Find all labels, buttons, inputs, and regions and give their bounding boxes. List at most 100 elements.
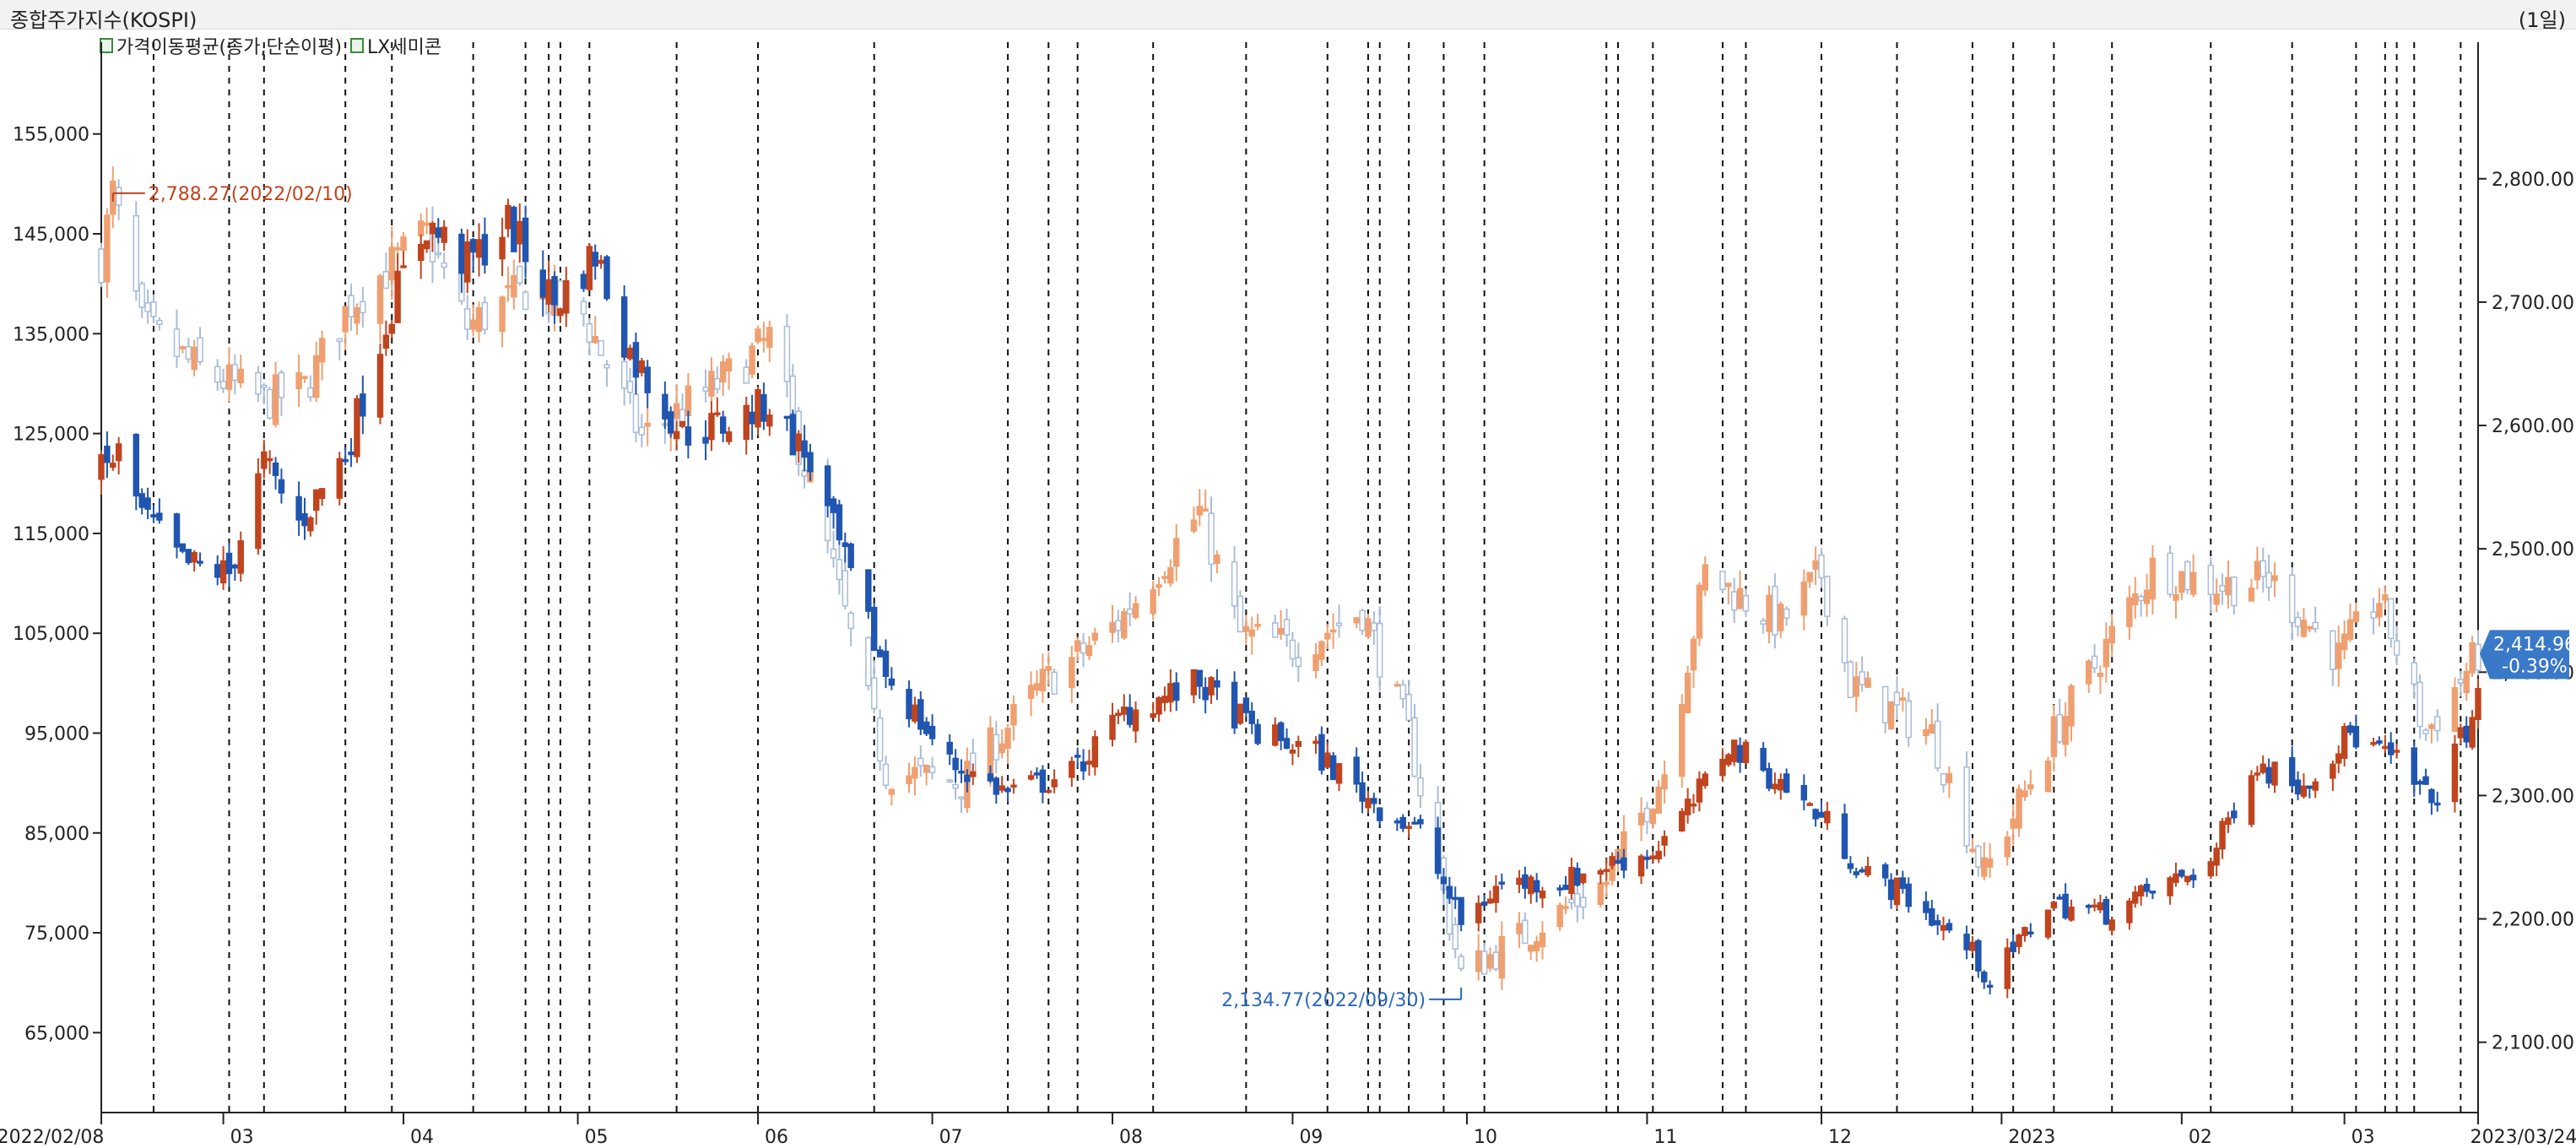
lx-candle [475,239,483,258]
kospi-candle [1115,620,1122,631]
lx-candle [1853,871,1860,875]
kospi-candle [1649,809,1657,825]
chart-title: 종합주가지수(KOSPI) [10,8,198,32]
kospi-candle [836,559,843,581]
lx-candle [2469,717,2476,748]
kospi-candle [1661,774,1668,790]
kospi-candle [1929,723,1935,734]
lx-candle [795,433,802,452]
lx-candle [1615,859,1621,864]
lx-candle [1283,738,1291,750]
period-label[interactable]: (1일) [2518,8,2566,32]
lx-candle [2143,883,2151,892]
left-tick-label: 95,000 [24,723,89,745]
kospi-candle [2335,642,2342,669]
lx-candle [1893,877,1901,906]
lx-candle [2126,900,2133,923]
lx-candle [360,393,366,417]
kospi-candle [1155,584,1162,588]
lx-candle [1126,707,1134,725]
kospi-candle [156,319,163,326]
kospi-candle [1312,653,1319,672]
lx-candle [1702,773,1709,787]
kospi-candle [1684,672,1691,713]
lx-candle [1039,769,1047,793]
kospi-candle [394,246,401,251]
lx-candle [2259,763,2266,773]
kospi-candle [173,328,181,357]
kospi-candle [435,252,442,256]
left-tick-label: 105,000 [13,624,89,645]
lx-candle [1359,782,1366,802]
right-tick-label: 2,600.00 [2492,416,2574,437]
kospi-candle [214,366,221,383]
kospi-candle [1085,645,1093,657]
lx-candle [1010,784,1017,788]
kospi-candle [115,187,122,206]
lx-candle [2382,745,2389,750]
lx-candle [946,741,953,755]
kospi-candle [2056,713,2063,743]
lx-candle [1539,891,1546,899]
kospi-candle [225,364,233,390]
lx-candle [1277,722,1285,741]
kospi-candle [1887,701,1895,730]
kospi-candle [1986,858,1994,868]
lx-candle [1289,750,1296,754]
lx-candle [1986,984,1994,988]
kospi-candle [1934,720,1941,769]
kospi-candle [1522,919,1529,945]
kospi-candle [219,381,227,389]
x-tick-label: 09 [1299,1127,1323,1145]
lx-candle [2016,934,2022,948]
kospi-candle [1528,945,1534,952]
lx-candle [1173,682,1180,701]
kospi-candle [2312,621,2319,630]
lx-candle [2021,927,2028,936]
lx-candle [2056,896,2063,900]
legend-checkbox-icon[interactable] [350,38,365,53]
lx-candle [1730,739,1738,762]
kospi-candle [1783,608,1790,619]
lx-candle [2010,941,2016,952]
x-tick-label: 11 [1653,1127,1677,1145]
x-tick-label: 10 [1474,1127,1497,1145]
lx-candle [2416,781,2423,785]
kospi-candle [1882,685,1889,724]
lx-candle [563,279,570,314]
lx-candle [620,296,628,358]
lx-candle [388,323,395,334]
kospi-candle [865,636,872,686]
legend-item-lx[interactable]: LX세미콘 [350,32,441,59]
lx-candle [2050,902,2058,909]
lx-candle [144,497,151,510]
lx-candle [2457,727,2465,739]
lx-candle [150,514,157,518]
kospi-candle [1202,508,1209,512]
kospi-candle [1730,591,1738,611]
lx-candle [1812,809,1819,820]
lx-candle [511,206,517,252]
right-tick-label: 2,300.00 [2492,786,2574,807]
kospi-candle [499,296,506,333]
lx-candle [586,246,593,290]
kospi-candle [354,306,360,324]
kospi-candle [2388,598,2395,640]
kospi-candle [469,319,477,330]
lx-candle [1155,696,1162,715]
lx-candle [714,412,721,415]
left-tick-label: 145,000 [13,225,89,246]
kospi-candle [2463,670,2470,694]
lx-candle [1778,778,1784,791]
lx-candle [110,463,116,468]
lx-candle [1864,865,1871,876]
lx-candle [1329,755,1337,781]
kospi-candle [522,291,529,311]
kospi-candle [2457,679,2465,684]
left-tick-label: 155,000 [13,125,89,146]
lx-candle [2422,776,2429,785]
lx-candle [458,233,465,274]
kospi-candle [2288,574,2296,624]
kospi-candle [511,274,517,298]
